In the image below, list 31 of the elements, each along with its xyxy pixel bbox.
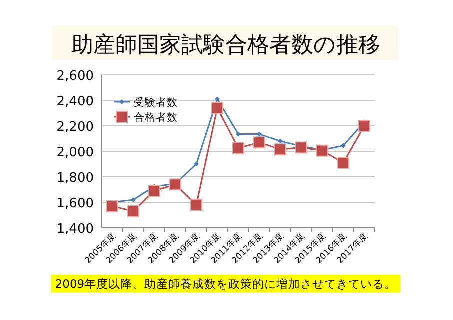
y-tick-label: 2,600 [56,69,94,84]
text: 2009年度以降、助産師養成数を政策的に増加させてきている。 [55,277,397,291]
point [341,143,346,148]
point [170,178,182,191]
point [194,162,199,167]
point [212,102,224,114]
y-tick-label: 2,000 [56,146,94,160]
point [338,156,350,169]
y-tick-label: 1,400 [56,222,94,237]
point [148,185,160,198]
point [232,142,244,154]
chart-title: 助産師国家試験合格者数の推移 [72,33,380,58]
y-tick-label: 1,800 [56,171,94,186]
point [128,205,140,218]
point [215,96,220,102]
y-tick-label: 2,400 [56,94,94,110]
legend-label: 合格者数 [134,111,178,124]
point [131,197,136,202]
point [254,136,266,149]
y-tick-label: 1,600 [56,196,94,212]
point [278,138,283,144]
point [236,132,241,137]
point [106,200,118,212]
y-tick-label: 2,200 [56,120,94,135]
point [316,144,328,157]
point [190,199,202,212]
point [257,132,262,137]
point [274,144,286,156]
point [358,120,370,132]
legend-label: 受験者数 [134,96,178,109]
point [296,142,308,154]
